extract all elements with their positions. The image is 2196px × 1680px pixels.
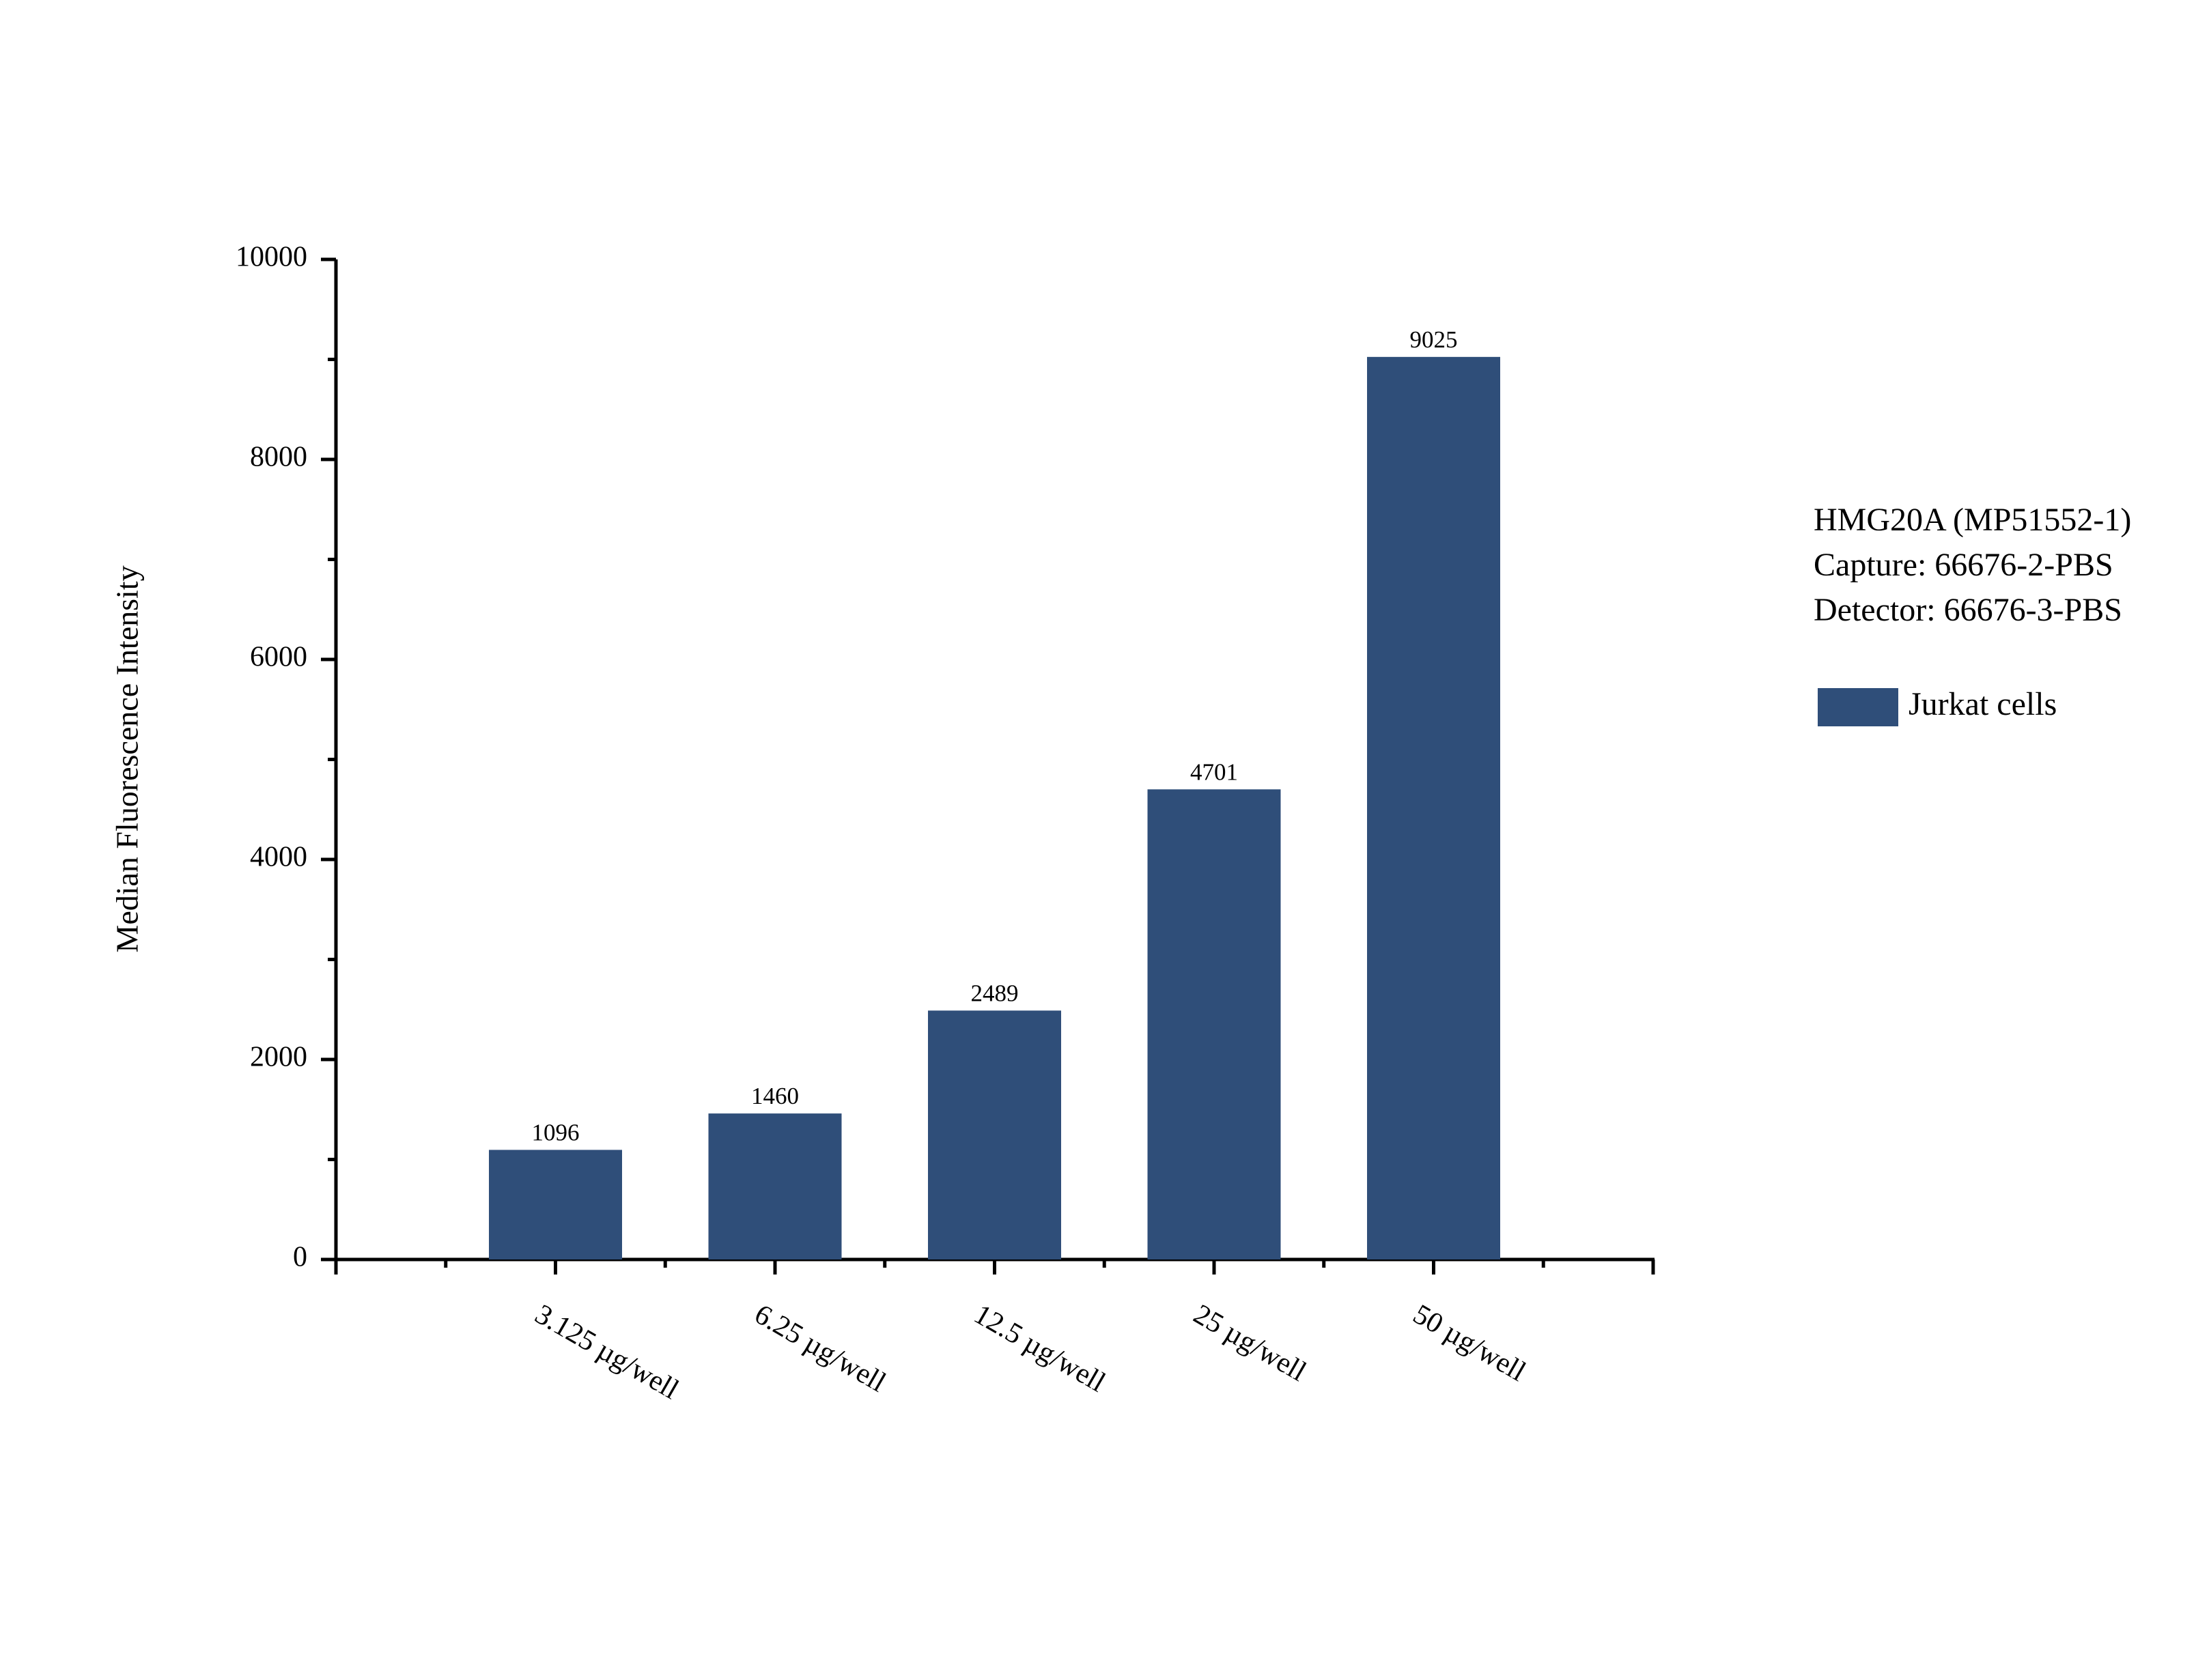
y-tick-label: 0: [293, 1242, 307, 1273]
data-label: 1460: [751, 1083, 799, 1109]
y-tick-label: 8000: [250, 442, 307, 473]
y-tick-label: 10000: [236, 242, 307, 273]
bar: [928, 1010, 1061, 1259]
bar: [489, 1150, 622, 1259]
data-label: 4701: [1190, 758, 1238, 785]
annotation: HMG20A (MP51552-1): [1814, 502, 2131, 538]
x-tick-label: 12.5 µg/well: [969, 1298, 1111, 1398]
y-tick-label: 2000: [250, 1042, 307, 1073]
legend-label: Jurkat cells: [1909, 686, 2057, 722]
y-tick-label: 6000: [250, 642, 307, 673]
x-tick-label: 3.125 µg/well: [530, 1298, 684, 1406]
bar: [1367, 356, 1500, 1259]
x-tick-label: 50 µg/well: [1408, 1298, 1531, 1388]
data-label: 1096: [532, 1119, 580, 1145]
x-tick-label: 6.25 µg/well: [749, 1298, 891, 1398]
y-axis-title: Median Fluorescence Intensity: [110, 565, 145, 952]
data-label: 2489: [971, 980, 1019, 1006]
x-tick-label: 25 µg/well: [1188, 1298, 1311, 1388]
annotation: Detector: 66676-3-PBS: [1814, 592, 2122, 628]
annotation: Capture: 66676-2-PBS: [1814, 547, 2113, 583]
bar: [708, 1113, 842, 1259]
data-label: 9025: [1410, 326, 1458, 353]
y-tick-label: 4000: [250, 842, 307, 873]
bar: [1147, 789, 1281, 1259]
legend-swatch: [1818, 688, 1898, 726]
